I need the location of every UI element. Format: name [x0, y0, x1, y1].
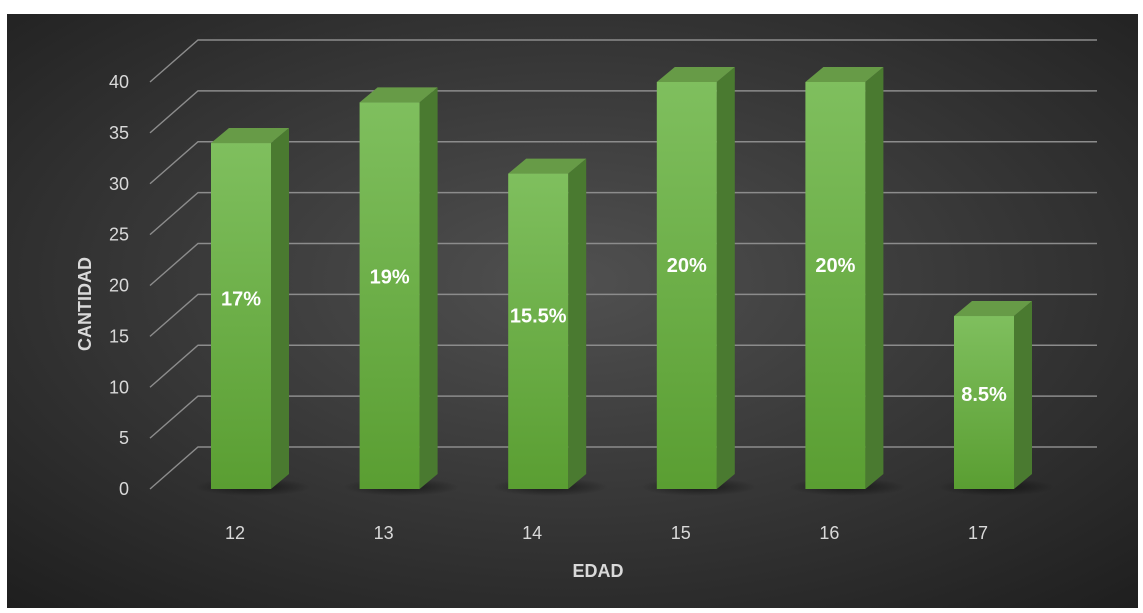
y-tick-label: 10: [109, 377, 129, 397]
bar-top-12: [211, 128, 289, 144]
x-tick-label: 13: [374, 523, 394, 543]
gridlines: [149, 39, 1097, 490]
bar-side-16: [865, 67, 884, 489]
gridline-40: [149, 39, 1097, 83]
x-tick-label: 14: [522, 523, 542, 543]
bar-top-16: [805, 67, 884, 82]
gridline-5: [149, 395, 1097, 439]
bar-12: [211, 143, 271, 490]
bar-side-17: [1014, 301, 1032, 489]
bar-side-14: [568, 158, 587, 489]
data-label: 20%: [815, 255, 855, 277]
bar-side-13: [419, 87, 438, 489]
bar-chart: 0 5 10 15 20 25 30 35 40 12 13 14 15 16 17 17% 19% 15.5%…: [7, 14, 1138, 608]
bar-15: [656, 82, 717, 489]
chart-panel: 0 5 10 15 20 25 30 35 40 12 13 14 15 16 17 17% 19% 15.5%…: [7, 14, 1138, 608]
x-tick-label: 12: [225, 523, 245, 543]
data-label: 17%: [221, 289, 261, 311]
gridline-0: [149, 446, 1097, 490]
gridline-20: [149, 242, 1097, 287]
x-axis-title: EDAD: [572, 561, 623, 581]
bars: [211, 67, 1032, 490]
gridline-25: [149, 191, 1097, 236]
x-tick-label: 17: [968, 523, 988, 543]
bar-13: [359, 102, 420, 489]
x-tick-label: 16: [819, 523, 839, 543]
y-tick-label: 30: [109, 174, 129, 194]
data-label: 19%: [370, 266, 410, 288]
x-tick-label: 15: [671, 523, 691, 543]
y-tick-label: 40: [109, 72, 129, 92]
bar-side-12: [271, 128, 289, 490]
bar-17: [954, 316, 1014, 489]
y-axis-title: CANTIDAD: [75, 257, 95, 351]
bar-top-17: [954, 301, 1032, 317]
data-label: 15.5%: [510, 306, 567, 328]
bar-top-13: [359, 87, 438, 103]
bar-top-15: [656, 67, 735, 82]
gridline-30: [149, 141, 1097, 185]
y-tick-label: 15: [109, 326, 129, 346]
y-tick-label: 35: [109, 123, 129, 143]
data-labels: 17% 19% 15.5% 20% 20% 8.5%: [221, 255, 1007, 406]
tick-labels: 0 5 10 15 20 25 30 35 40 12 13 14 15 16 17: [109, 72, 988, 543]
bar-side-15: [716, 67, 735, 489]
bar-16: [805, 82, 866, 489]
bar-top-14: [508, 158, 587, 174]
gridline-10: [149, 344, 1097, 388]
gridline-35: [149, 90, 1097, 134]
gridline-15: [149, 293, 1097, 337]
data-label: 8.5%: [961, 384, 1007, 406]
y-tick-label: 20: [109, 276, 129, 296]
y-tick-label: 5: [119, 428, 129, 448]
y-tick-label: 0: [119, 479, 129, 499]
bar-14: [508, 173, 569, 489]
data-label: 20%: [667, 255, 707, 277]
y-tick-label: 25: [109, 225, 129, 245]
